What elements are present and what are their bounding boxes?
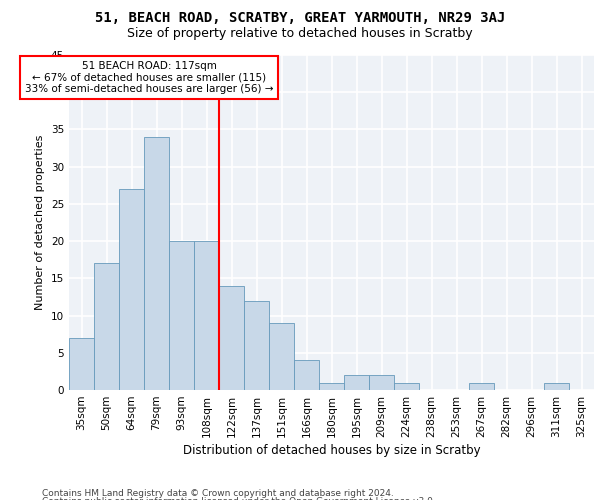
Text: Size of property relative to detached houses in Scratby: Size of property relative to detached ho…: [127, 28, 473, 40]
Bar: [269, 323, 294, 390]
Bar: [344, 375, 369, 390]
Bar: [544, 382, 569, 390]
Bar: [369, 375, 394, 390]
Bar: [194, 241, 219, 390]
Text: 51, BEACH ROAD, SCRATBY, GREAT YARMOUTH, NR29 3AJ: 51, BEACH ROAD, SCRATBY, GREAT YARMOUTH,…: [95, 11, 505, 25]
Bar: [394, 382, 419, 390]
Bar: [244, 300, 269, 390]
Bar: [144, 137, 169, 390]
Text: Contains HM Land Registry data © Crown copyright and database right 2024.: Contains HM Land Registry data © Crown c…: [42, 488, 394, 498]
Text: Contains public sector information licensed under the Open Government Licence v3: Contains public sector information licen…: [42, 497, 436, 500]
Bar: [469, 382, 494, 390]
Bar: [219, 286, 244, 390]
Bar: [319, 382, 344, 390]
Bar: [169, 241, 194, 390]
Y-axis label: Number of detached properties: Number of detached properties: [35, 135, 46, 310]
Bar: [69, 338, 94, 390]
X-axis label: Distribution of detached houses by size in Scratby: Distribution of detached houses by size …: [182, 444, 481, 457]
Text: 51 BEACH ROAD: 117sqm
← 67% of detached houses are smaller (115)
33% of semi-det: 51 BEACH ROAD: 117sqm ← 67% of detached …: [25, 61, 273, 94]
Bar: [294, 360, 319, 390]
Bar: [94, 264, 119, 390]
Bar: [119, 189, 144, 390]
